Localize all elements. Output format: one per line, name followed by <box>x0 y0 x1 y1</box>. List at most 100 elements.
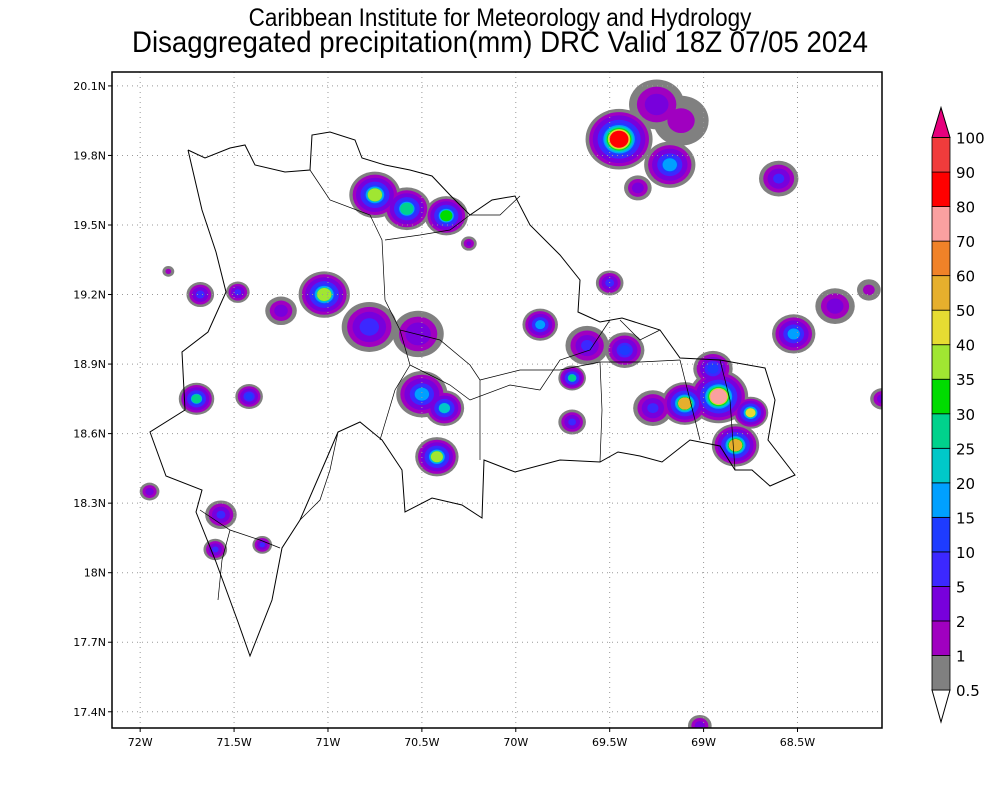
x-tick-label: 68.5W <box>780 736 815 749</box>
x-tick-label: 71.5W <box>216 736 251 749</box>
province-border <box>619 319 661 341</box>
colorbar-swatch <box>931 240 951 277</box>
province-border <box>384 214 471 241</box>
precip-contour <box>211 546 219 553</box>
y-tick-label: 20.1N <box>73 80 106 93</box>
precip-contour <box>787 328 800 340</box>
y-tick-label: 18N <box>84 567 106 580</box>
x-tick-label: 69W <box>691 736 716 749</box>
precip-contour <box>644 93 669 116</box>
plot-frame <box>111 71 883 729</box>
y-tick-label: 17.7N <box>73 636 106 649</box>
precip-contour <box>195 290 205 299</box>
colorbar-label: 40 <box>956 337 975 355</box>
province-border <box>399 329 481 460</box>
precip-contour <box>862 284 875 296</box>
colorbar-swatch <box>931 344 951 380</box>
colorbar-swatch <box>931 482 951 518</box>
province-border <box>309 169 411 441</box>
precip-contour <box>662 158 677 172</box>
precip-contour <box>216 510 226 519</box>
precip-contour <box>359 318 379 336</box>
precip-contour <box>876 394 882 404</box>
y-tick-label: 18.3N <box>73 497 106 510</box>
colorbar-label: 5 <box>956 578 966 596</box>
colorbar-label: 20 <box>956 475 975 493</box>
province-border <box>679 359 701 441</box>
precip-contour <box>466 241 472 246</box>
colorbar-label: 1 <box>956 647 966 665</box>
colorbar-label: 90 <box>956 164 975 182</box>
colorbar-label: 0.5 <box>956 682 980 700</box>
precip-contour <box>405 322 431 346</box>
precip-contour <box>647 403 659 414</box>
x-tick-label: 71W <box>316 736 341 749</box>
precip-contour <box>259 542 266 548</box>
y-tick-label: 19.5N <box>73 219 106 232</box>
colorbar-swatch <box>931 137 951 173</box>
colorbar-label: 25 <box>956 440 975 458</box>
precip-contour <box>707 363 719 374</box>
colorbar-swatch <box>931 206 951 242</box>
axes: 72W 71.5W 71W 70.5W 70W 69.5W 69W 68.5W 20.1N 19.… <box>73 80 815 749</box>
province-border <box>199 509 281 549</box>
colorbar-label: 35 <box>956 371 975 389</box>
precip-contour <box>745 408 756 418</box>
colorbar-swatch <box>931 586 951 622</box>
colorbar-label: 15 <box>956 509 975 527</box>
colorbar-label: 50 <box>956 302 975 320</box>
x-tick-label: 69.5W <box>592 736 627 749</box>
y-tick-label: 18.9N <box>73 358 106 371</box>
province-border <box>409 364 541 401</box>
x-tick-label: 72W <box>128 736 153 749</box>
precip-contour <box>430 451 443 463</box>
province-border <box>719 359 736 471</box>
colorbar-swatch <box>931 378 951 415</box>
precip-contour <box>728 439 743 452</box>
province-border <box>539 319 611 391</box>
precip-contour <box>568 418 577 426</box>
province-border <box>217 529 231 601</box>
colorbar-swatch <box>931 413 951 449</box>
country-borders <box>149 131 796 658</box>
colorbar-label: 2 <box>956 613 966 631</box>
precip-contour <box>145 487 154 496</box>
precip-contour <box>234 289 242 296</box>
precip-contour <box>438 403 450 414</box>
colorbar-label: 10 <box>956 544 975 562</box>
precip-contour <box>678 397 692 410</box>
x-tick-label: 70W <box>503 736 528 749</box>
colorbar-swatch <box>931 171 951 207</box>
precip-contour <box>694 721 705 728</box>
colorbar-swatch <box>931 551 951 587</box>
precip-contour <box>826 298 844 314</box>
precip-contour <box>274 304 288 317</box>
precip-contour <box>535 320 546 330</box>
precipitation-field <box>139 79 882 728</box>
colorbar-under-triangle <box>931 689 951 724</box>
chart-title: Disaggregated precipitation(mm) DRC Vali… <box>132 26 868 59</box>
province-border <box>470 195 521 216</box>
colorbar-swatch <box>931 620 951 656</box>
precip-contour <box>773 173 785 184</box>
colorbar-swatch <box>931 275 951 311</box>
precip-contour <box>667 108 695 134</box>
grid-lines <box>112 72 882 728</box>
colorbar-label: 100 <box>956 130 985 148</box>
precip-contour <box>245 393 253 401</box>
province-border <box>299 431 339 521</box>
country-outline <box>149 131 796 658</box>
precip-contour <box>609 130 629 148</box>
province-border <box>599 361 603 463</box>
colorbar-swatch <box>931 309 951 346</box>
y-tick-label: 19.2N <box>73 289 106 302</box>
precip-contour <box>440 210 453 222</box>
chart-title-institute: Caribbean Institute for Meteorology and … <box>248 4 752 32</box>
province-border <box>479 359 681 381</box>
colorbar-swatch <box>931 655 951 691</box>
colorbar-label: 60 <box>956 268 975 286</box>
colorbar-label: 80 <box>956 199 975 217</box>
x-tick-label: 70.5W <box>404 736 439 749</box>
